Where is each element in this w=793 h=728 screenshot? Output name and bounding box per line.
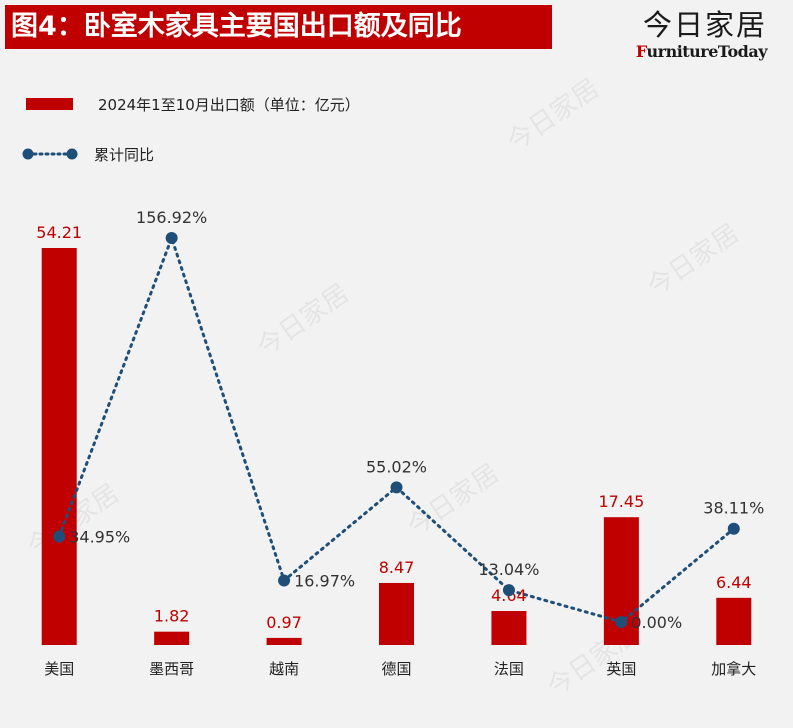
bar (379, 582, 414, 645)
line-point (502, 584, 515, 597)
bar-value-label: 0.97 (266, 613, 302, 632)
legend-bar-label: 2024年1至10月出口额（单位：亿元） (98, 95, 360, 114)
legend-item-bar: 2024年1至10月出口额（单位：亿元） (22, 92, 360, 116)
legend-line-swatch (22, 148, 78, 160)
brand-name-en: FurnitureToday (635, 42, 768, 62)
x-tick-label: 美国 (44, 660, 74, 678)
x-tick-label: 法国 (494, 660, 524, 678)
line-value-label: 156.92% (136, 208, 207, 227)
line-point (727, 522, 740, 535)
brand-logo: 今日家居 FurnitureToday (635, 8, 768, 62)
line-value-label: 55.02% (366, 457, 427, 476)
line-point (615, 616, 628, 628)
x-tick-label: 加拿大 (711, 660, 756, 678)
x-tick-label: 德国 (381, 660, 411, 678)
brand-name-en-initial: F (635, 42, 647, 61)
line-point (53, 530, 66, 543)
brand-name-en-rest: urnitureToday (646, 42, 768, 61)
bar-value-label: 8.47 (379, 558, 415, 577)
legend: 2024年1至10月出口额（单位：亿元） 累计同比 (22, 92, 360, 192)
bar (154, 631, 190, 645)
x-tick-label: 墨西哥 (149, 660, 194, 678)
bar-value-label: 1.82 (154, 607, 190, 626)
line-value-label: 0.00% (631, 613, 682, 632)
line-value-label: 34.95% (69, 527, 130, 546)
bar (716, 597, 752, 645)
line-point (390, 481, 403, 494)
bar (41, 248, 77, 645)
legend-line-label: 累计同比 (94, 145, 155, 164)
line-value-label: 13.04% (478, 560, 539, 579)
bar-value-label: 17.45 (598, 492, 644, 511)
line-value-label: 38.11% (703, 499, 764, 518)
chart-title: 图4：卧室木家具主要国出口额及同比 (5, 5, 552, 49)
bar (266, 637, 302, 645)
line-value-label: 16.97% (294, 571, 355, 590)
x-tick-label: 英国 (606, 660, 636, 678)
bar-value-label: 6.44 (716, 573, 752, 592)
x-tick-label: 越南 (269, 660, 299, 678)
brand-name-cn: 今日家居 (642, 8, 767, 42)
legend-item-line: 累计同比 (22, 142, 360, 166)
legend-bar-swatch (26, 98, 73, 110)
bar-value-label: 54.21 (36, 223, 82, 242)
bar (491, 611, 527, 645)
line-point (165, 232, 178, 244)
line-point (278, 574, 291, 587)
